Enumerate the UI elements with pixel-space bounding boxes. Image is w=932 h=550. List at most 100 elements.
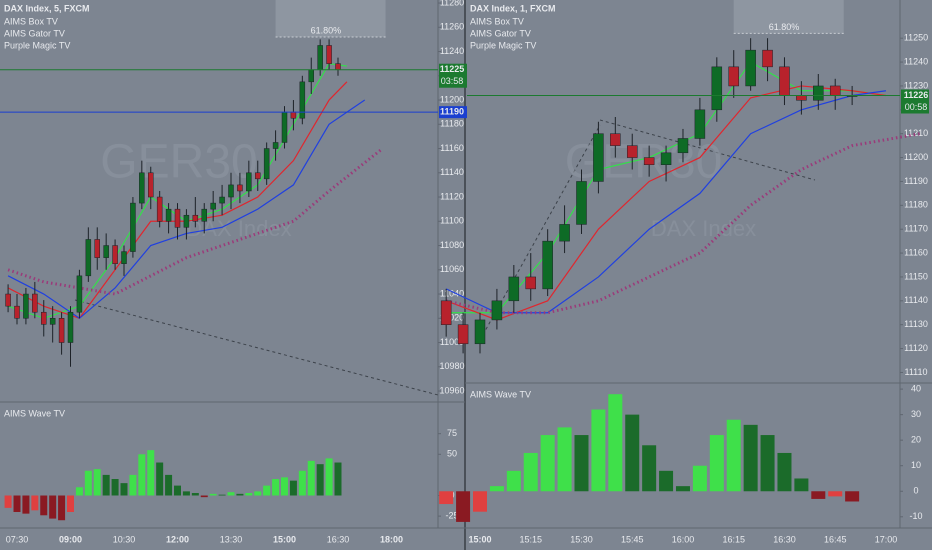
- y-tick-label: 40: [911, 383, 921, 393]
- trend-line: [74, 299, 439, 396]
- candle-body: [317, 45, 323, 70]
- wave-bar: [129, 474, 137, 496]
- wave-bar: [743, 424, 758, 492]
- wave-bar: [845, 491, 860, 502]
- candle-body: [626, 145, 638, 158]
- candle-body: [165, 208, 172, 222]
- wave-bar: [13, 495, 21, 512]
- candle-body: [779, 66, 790, 96]
- candle-body: [829, 85, 841, 96]
- wave-bar: [557, 427, 572, 492]
- x-tick-label: 18:00: [380, 534, 403, 544]
- candle-body: [745, 49, 756, 87]
- y-tick-label: 11020: [440, 313, 464, 323]
- y-tick-label: 11130: [904, 319, 928, 329]
- wave-bar: [165, 474, 173, 496]
- candle-body: [593, 133, 604, 182]
- dotted-line: [7, 147, 384, 296]
- wave-bar: [31, 495, 39, 511]
- wave-bar: [659, 470, 674, 492]
- candle-body: [762, 49, 773, 68]
- chart-title: DAX Index, 5, FXCM: [4, 3, 90, 13]
- candle-body: [103, 245, 109, 258]
- wave-bar: [675, 486, 690, 492]
- watermark: GER30: [100, 136, 257, 189]
- candle-body: [112, 245, 118, 264]
- wave-bar: [281, 477, 288, 496]
- x-tick-label: 09:00: [59, 534, 82, 544]
- x-tick-label: 15:15: [519, 534, 542, 544]
- indicator-name: AIMS Gator TV: [470, 28, 531, 38]
- wave-bar: [209, 493, 217, 496]
- x-tick-label: 12:00: [166, 534, 189, 544]
- wave-bar: [523, 452, 538, 492]
- candle-body: [5, 293, 11, 307]
- y-tick-label: 11140: [904, 295, 928, 305]
- candle-body: [610, 133, 621, 146]
- wave-bar: [811, 491, 826, 499]
- wave-bar: [794, 478, 809, 492]
- candle-body: [728, 66, 739, 87]
- y-tick-label: 11100: [440, 216, 464, 226]
- wave-bar: [540, 435, 555, 492]
- candle-body: [210, 202, 216, 210]
- indicator-line: [445, 85, 887, 321]
- countdown: 03:58: [441, 76, 464, 86]
- fib-box: [733, 0, 844, 34]
- indicator-name: Purple Magic TV: [4, 40, 70, 50]
- y-tick-label: 11180: [904, 200, 928, 210]
- candle-body: [228, 184, 234, 198]
- x-tick-label: 16:45: [824, 534, 847, 544]
- candle-body: [281, 111, 288, 143]
- wave-bar: [191, 493, 199, 496]
- candle-body: [440, 300, 452, 325]
- wave-bar: [22, 495, 30, 514]
- candle-body: [49, 318, 56, 325]
- y-tick-label: 11120: [440, 191, 464, 201]
- y-tick-label: 20: [911, 435, 921, 445]
- price-tag-label: 11226: [904, 90, 929, 100]
- y-tick-label: 11080: [440, 240, 464, 250]
- chart-title: DAX Index, 1, FXCM: [470, 3, 556, 13]
- wave-bar: [84, 470, 92, 496]
- y-tick-label: 11210: [904, 128, 928, 138]
- fib-label: 61.80%: [311, 25, 342, 35]
- y-tick-label: 75: [447, 428, 457, 438]
- y-tick-label: 11240: [904, 56, 928, 66]
- wave-bar: [439, 491, 454, 505]
- y-tick-label: 11160: [904, 247, 928, 257]
- candle-body: [643, 157, 655, 165]
- wave-bar: [456, 491, 471, 522]
- wave-bar: [75, 487, 83, 496]
- pane-title: AIMS Wave TV: [4, 408, 65, 418]
- y-tick-label: 11060: [440, 264, 464, 274]
- candle-body: [32, 293, 38, 313]
- y-tick-label: 11240: [440, 46, 464, 56]
- wave-bar: [227, 492, 235, 496]
- candle-body: [796, 95, 807, 101]
- wave-bar: [608, 394, 623, 492]
- y-tick-label: 50: [447, 449, 457, 459]
- wave-bar: [777, 452, 792, 492]
- candle-body: [299, 81, 306, 119]
- y-tick-label: 11250: [904, 33, 928, 43]
- wave-bar: [111, 479, 119, 496]
- wave-bar: [254, 491, 262, 496]
- wave-bar: [760, 435, 775, 492]
- wave-bar: [334, 462, 342, 496]
- candle-body: [694, 109, 706, 139]
- candle-body: [559, 224, 570, 242]
- watermark: GER30: [565, 136, 722, 189]
- wave-bar: [726, 419, 741, 492]
- candle-body: [290, 111, 297, 119]
- fib-box: [275, 0, 386, 37]
- price-tag-label: 11225: [440, 64, 465, 74]
- x-tick-label: 15:30: [570, 534, 593, 544]
- candle-body: [660, 152, 672, 165]
- y-tick-label: 10: [911, 460, 921, 470]
- candle-body: [255, 172, 261, 180]
- x-tick-label: 07:30: [6, 534, 29, 544]
- candle-body: [156, 196, 163, 222]
- wave-bar: [625, 414, 640, 492]
- wave-bar: [591, 409, 606, 492]
